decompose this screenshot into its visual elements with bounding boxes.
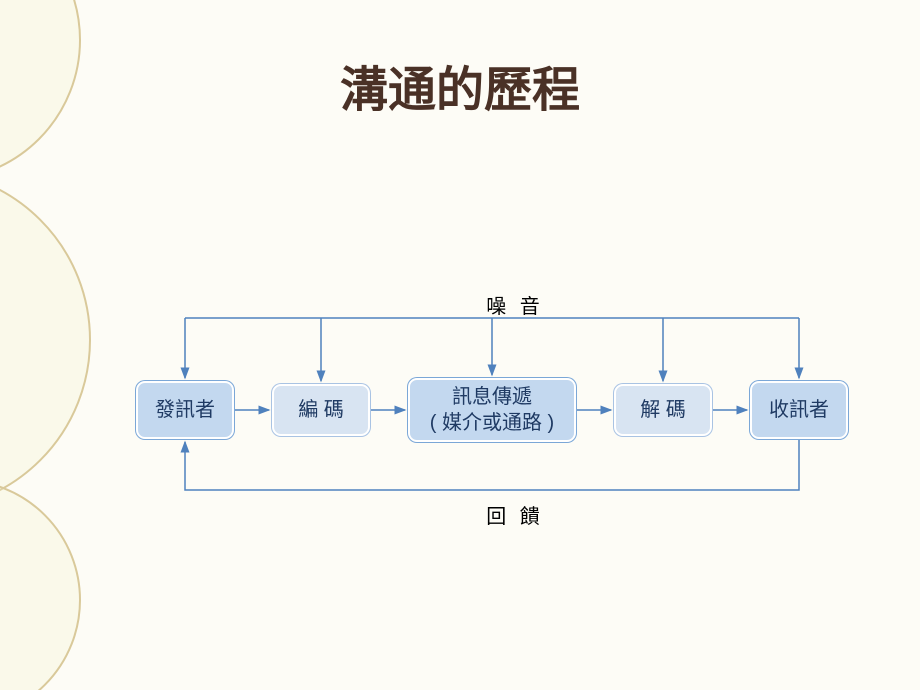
noise-label: 噪 音 — [135, 290, 895, 319]
node-encode: 編 碼 — [271, 383, 371, 437]
arrow-gap — [235, 409, 271, 411]
flow-row: 發訊者編 碼訊息傳遞 ( 媒介或通路 ) 解 碼收訊者 — [135, 377, 849, 443]
feedback-label: 回 饋 — [135, 500, 895, 529]
node-channel: 訊息傳遞 ( 媒介或通路 ) — [407, 377, 577, 443]
slide: 溝通的歷程 噪 音 發訊者編 碼訊息傳遞 ( 媒介或通路 ) 解 碼收訊者 回 饋 — [0, 0, 920, 690]
node-receiver: 收訊者 — [749, 380, 849, 440]
arrow-gap — [713, 409, 749, 411]
page-title: 溝通的歷程 — [0, 50, 920, 120]
node-sender: 發訊者 — [135, 380, 235, 440]
arrow-gap — [371, 409, 407, 411]
arrow-gap — [577, 409, 613, 411]
communication-diagram: 噪 音 發訊者編 碼訊息傳遞 ( 媒介或通路 ) 解 碼收訊者 回 饋 — [135, 290, 895, 550]
node-decode: 解 碼 — [613, 383, 713, 437]
